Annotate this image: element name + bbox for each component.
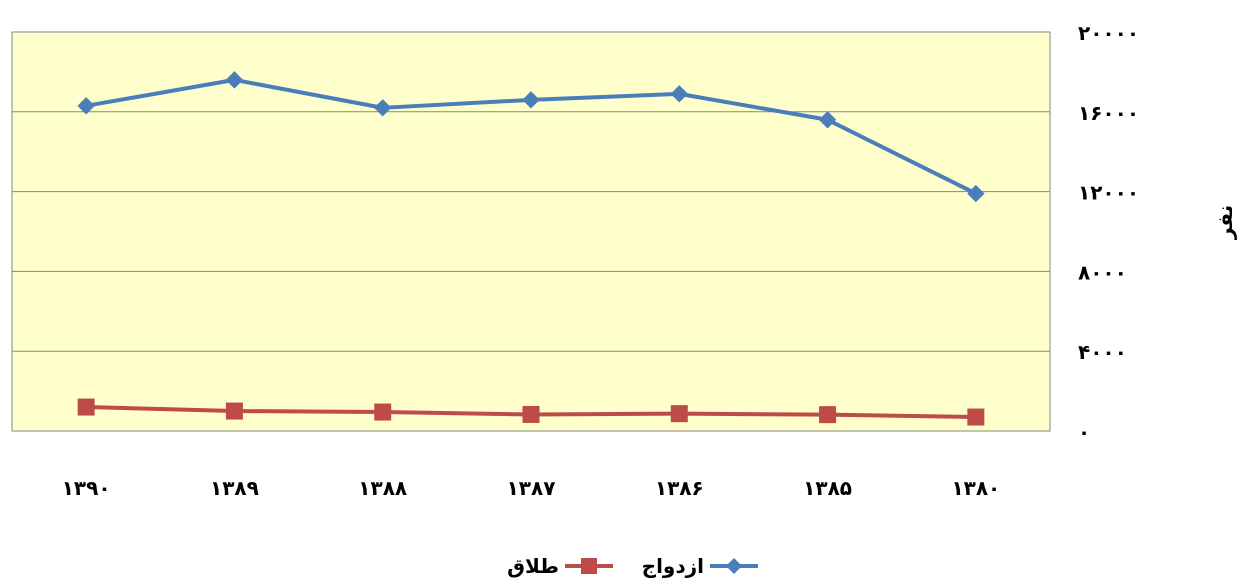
y-tick-label: ۰	[1078, 420, 1090, 444]
data-point-marker	[225, 71, 244, 89]
y-tick-label: ۴۰۰۰	[1078, 340, 1127, 364]
y-tick-label: ۲۰۰۰۰	[1078, 21, 1139, 45]
series-divorce	[77, 398, 985, 426]
series-layer	[77, 71, 985, 426]
data-point-marker	[819, 406, 837, 424]
data-point-marker	[670, 405, 688, 423]
x-tick-label: ۱۳۸۰	[951, 476, 1000, 500]
x-tick-label: ۱۳۸۸	[358, 476, 407, 500]
y-axis-label: نفر	[1213, 205, 1237, 240]
gridlines	[12, 111, 1050, 352]
data-point-marker	[818, 111, 837, 129]
legend-label: طلاق	[507, 554, 559, 578]
data-point-marker	[967, 408, 985, 426]
data-point-marker	[522, 405, 540, 423]
data-point-marker	[670, 85, 688, 103]
y-tick-label: ۸۰۰۰	[1078, 260, 1127, 284]
y-tick-label: ۱۶۰۰۰	[1078, 101, 1139, 125]
y-axis-ticks: ۰ ۴۰۰۰ ۸۰۰۰ ۱۲۰۰۰ ۱۶۰۰۰ ۲۰۰۰۰	[1078, 21, 1139, 444]
data-point-marker	[77, 97, 95, 115]
legend-item: ازدواج	[642, 554, 758, 578]
x-tick-label: ۱۳۸۵	[803, 476, 852, 500]
data-point-marker	[967, 184, 985, 203]
series-marriage	[77, 71, 985, 203]
y-tick-label: ۱۲۰۰۰	[1078, 181, 1139, 205]
legend-marker	[581, 558, 597, 574]
legend: ازدواج طلاق	[507, 554, 758, 578]
x-tick-label: ۱۳۸۷	[507, 476, 556, 500]
x-axis-ticks: ۱۳۹۰ ۱۳۸۹ ۱۳۸۸ ۱۳۸۷ ۱۳۸۶ ۱۳۸۵ ۱۳۸۰	[62, 476, 1001, 500]
x-tick-label: ۱۳۹۰	[62, 476, 111, 500]
legend-label: ازدواج	[642, 554, 704, 578]
x-tick-label: ۱۳۸۶	[655, 476, 704, 500]
legend-marker	[726, 558, 742, 574]
data-point-marker	[522, 91, 540, 109]
data-point-marker	[374, 99, 392, 117]
x-tick-label: ۱۳۸۹	[210, 476, 259, 500]
legend-item: طلاق	[507, 554, 613, 578]
data-point-marker	[225, 402, 243, 420]
data-point-marker	[77, 398, 95, 416]
data-point-marker	[374, 403, 392, 421]
